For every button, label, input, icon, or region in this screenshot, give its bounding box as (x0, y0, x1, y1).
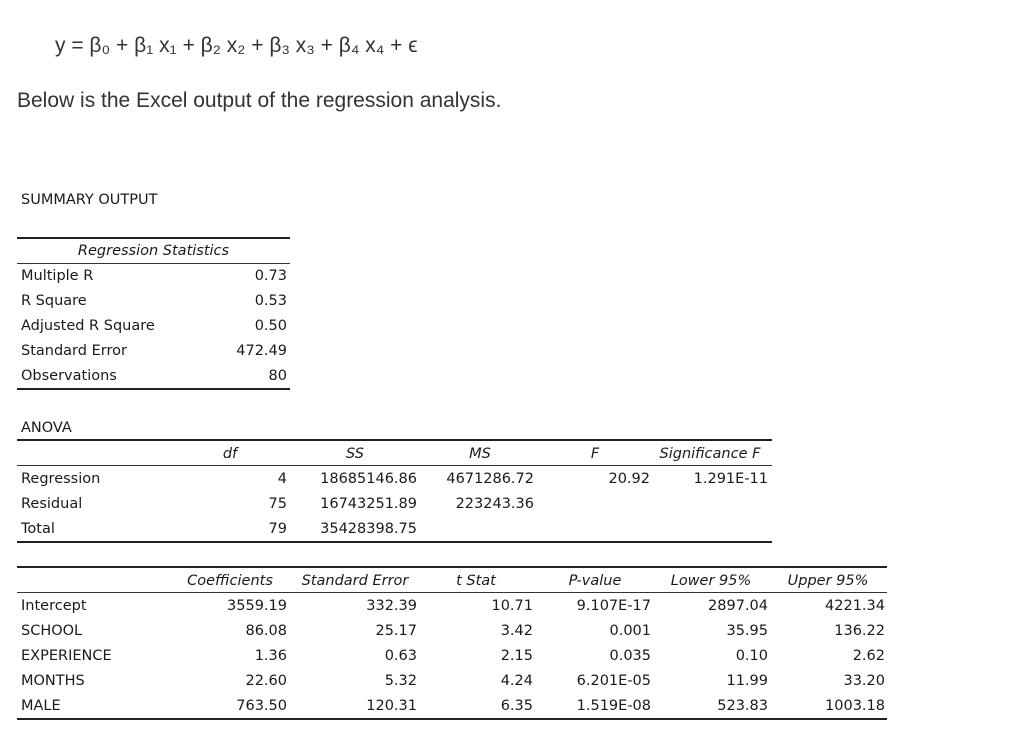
lower95-value: 11.99 (726, 673, 768, 689)
tstat-value: 6.35 (500, 698, 533, 714)
lower95-value: 0.10 (735, 648, 768, 664)
rule (17, 388, 290, 390)
anova-title: ANOVA (21, 420, 72, 436)
coef-header: t Stat (456, 573, 496, 589)
stat-label: Standard Error (21, 343, 127, 359)
stat-value: 80 (268, 368, 287, 384)
coef-row-label: MONTHS (21, 673, 85, 689)
coef-header: Coefficients (187, 573, 273, 589)
rule (17, 718, 887, 720)
anova-df: 79 (268, 521, 287, 537)
anova-f: 20.92 (608, 471, 650, 487)
anova-ss: 16743251.89 (320, 496, 417, 512)
anova-header-f: F (590, 446, 600, 462)
upper95-value: 33.20 (843, 673, 885, 689)
rule (17, 592, 887, 593)
stat-label: Multiple R (21, 268, 94, 284)
pvalue-value: 0.001 (609, 623, 651, 639)
anova-header-ms: MS (469, 446, 491, 462)
anova-row-label: Residual (21, 496, 83, 512)
stat-label: R Square (21, 293, 87, 309)
coef-row-label: SCHOOL (21, 623, 83, 639)
stat-value: 0.73 (254, 268, 287, 284)
anova-df: 75 (268, 496, 287, 512)
lower95-value: 35.95 (726, 623, 768, 639)
se-value: 332.39 (366, 598, 417, 614)
pvalue-value: 9.107E-17 (576, 598, 651, 614)
stat-label: Observations (21, 368, 117, 384)
anova-df: 4 (277, 471, 287, 487)
coef-header: Upper 95% (787, 573, 869, 589)
anova-row-label: Total (21, 521, 55, 537)
se-value: 120.31 (366, 698, 417, 714)
rule (17, 263, 290, 264)
anova-row-label: Regression (21, 471, 101, 487)
coef-row-label: MALE (21, 698, 61, 714)
lower95-value: 2897.04 (708, 598, 768, 614)
pvalue-value: 6.201E-05 (576, 673, 651, 689)
tstat-value: 4.24 (500, 673, 533, 689)
stat-label: Adjusted R Square (21, 318, 155, 334)
anova-header-sig: Significance F (659, 446, 761, 462)
anova-ms: 4671286.72 (446, 471, 534, 487)
anova-ss: 18685146.86 (320, 471, 417, 487)
upper95-value: 4221.34 (825, 598, 885, 614)
upper95-value: 2.62 (852, 648, 885, 664)
coef-value: 22.60 (245, 673, 287, 689)
coef-value: 3559.19 (227, 598, 287, 614)
anova-header-ss: SS (346, 446, 364, 462)
intro-text: Below is the Excel output of the regress… (17, 89, 502, 112)
se-value: 5.32 (384, 673, 417, 689)
tstat-value: 2.15 (500, 648, 533, 664)
coef-value: 763.50 (236, 698, 287, 714)
rule (17, 237, 290, 239)
rule (17, 566, 887, 568)
anova-header-df: df (222, 446, 238, 462)
anova-ms: 223243.36 (455, 496, 534, 512)
tstat-value: 10.71 (491, 598, 533, 614)
rule (17, 465, 772, 466)
tstat-value: 3.42 (500, 623, 533, 639)
lower95-value: 523.83 (717, 698, 768, 714)
coef-value: 86.08 (245, 623, 287, 639)
coef-header: Lower 95% (670, 573, 752, 589)
rule (17, 439, 772, 441)
summary-title: SUMMARY OUTPUT (21, 192, 158, 208)
anova-sig: 1.291E-11 (693, 471, 768, 487)
regression-equation: y = β₀ + β₁ x₁ + β₂ x₂ + β₃ x₃ + β₄ x₄ +… (55, 34, 418, 57)
coef-header: P-value (568, 573, 622, 589)
coef-value: 1.36 (254, 648, 287, 664)
coef-header: Standard Error (301, 573, 409, 589)
stat-value: 472.49 (236, 343, 287, 359)
se-value: 25.17 (375, 623, 417, 639)
stat-value: 0.50 (254, 318, 287, 334)
pvalue-value: 0.035 (609, 648, 651, 664)
se-value: 0.63 (384, 648, 417, 664)
upper95-value: 136.22 (834, 623, 885, 639)
pvalue-value: 1.519E-08 (576, 698, 651, 714)
coef-row-label: Intercept (21, 598, 87, 614)
upper95-value: 1003.18 (825, 698, 885, 714)
stat-value: 0.53 (254, 293, 287, 309)
rule (17, 541, 772, 543)
regression-stats-header: Regression Statistics (77, 243, 230, 259)
anova-ss: 35428398.75 (320, 521, 417, 537)
coef-row-label: EXPERIENCE (21, 648, 112, 664)
